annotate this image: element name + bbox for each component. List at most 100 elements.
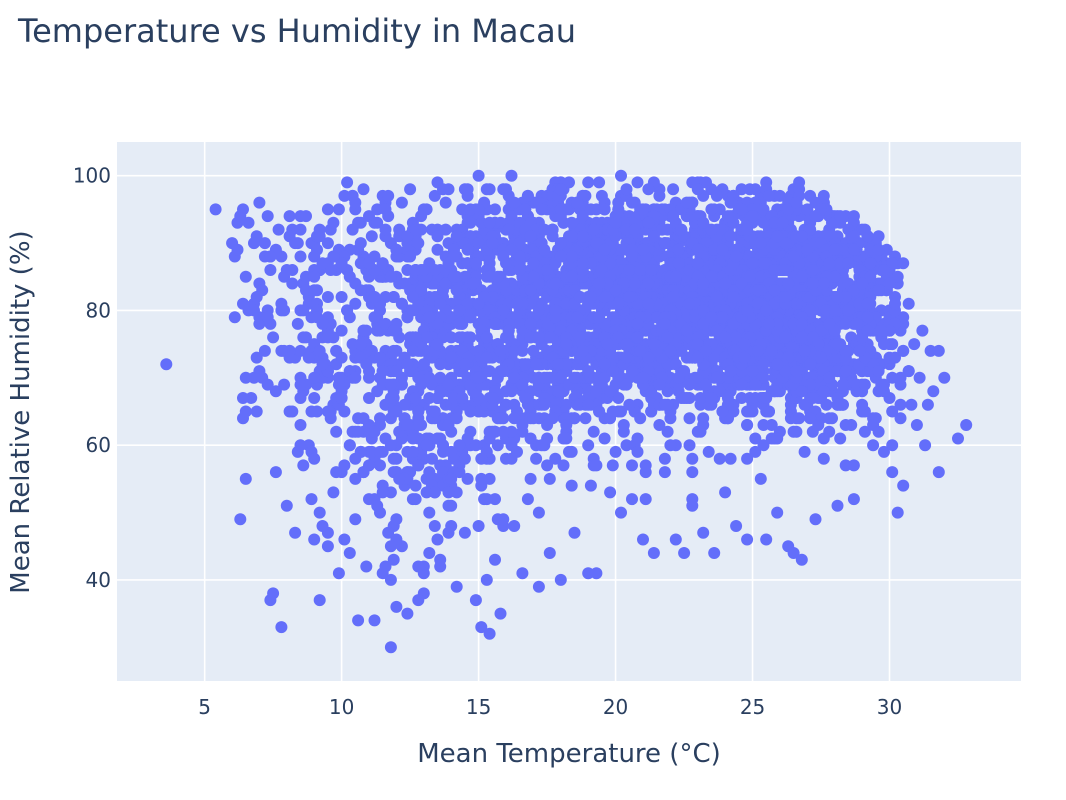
data-point [746,365,759,378]
data-point [705,311,718,324]
data-point [324,264,337,276]
data-point [464,203,477,216]
data-point [401,358,414,371]
data-point [587,425,600,438]
data-point [437,439,449,452]
data-point [642,297,655,310]
data-point [804,378,817,391]
data-point [300,284,312,297]
data-point [338,533,351,546]
data-point [248,237,260,250]
data-point [409,493,422,506]
data-point [250,291,263,303]
data-point [897,257,910,270]
data-point [541,264,554,276]
data-point [412,594,425,607]
data-point [741,405,754,418]
data-point [395,297,408,310]
data-point [415,210,428,223]
data-point [472,520,485,532]
data-point [532,331,545,344]
data-point [239,405,252,418]
data-point [806,392,819,404]
data-point [494,344,507,357]
data-point [724,196,737,209]
data-point [568,371,581,384]
y-tick-label: 80 [86,298,111,322]
data-point [384,486,397,499]
data-point [458,526,471,539]
data-point [527,412,540,425]
data-point [867,439,880,452]
data-point [653,378,666,391]
data-point [620,183,633,196]
data-point [543,472,556,485]
data-point [590,237,603,250]
data-point [741,419,754,431]
data-point [790,365,803,378]
data-point [426,452,438,465]
data-point [278,270,291,283]
data-point [535,439,548,452]
data-point [308,371,321,384]
data-point [582,365,595,378]
data-point [568,526,581,539]
data-point [620,378,633,391]
data-point [667,291,680,303]
data-point [508,344,521,357]
data-point [809,210,822,223]
data-point [308,533,321,546]
data-point [779,264,792,276]
data-point [639,493,652,506]
chart-title: Temperature vs Humidity in Macau [17,12,576,50]
data-point [519,358,532,371]
data-point [398,398,411,411]
data-point [450,412,463,425]
data-point [250,351,263,364]
data-point [321,405,334,418]
data-point [626,196,638,209]
data-point [741,452,754,465]
data-point [497,304,510,317]
data-point [472,297,485,310]
data-point [316,257,329,270]
data-point [831,398,844,411]
data-point [593,311,606,324]
data-point [472,203,485,216]
data-point [442,486,455,499]
data-point [831,291,844,303]
data-point [543,547,556,559]
data-point [798,344,811,357]
data-point [300,270,312,283]
data-point [905,398,918,411]
data-point [368,425,381,438]
data-point [513,250,526,263]
data-point [248,304,260,317]
data-point [574,291,586,303]
data-point [412,405,425,418]
data-point [387,452,400,465]
data-point [598,432,611,445]
data-point [354,284,367,297]
data-point [757,371,770,384]
data-point [683,264,696,276]
y-axis-title: Mean Relative Humidity (%) [6,230,36,593]
data-point [768,284,781,297]
data-point [565,445,578,458]
data-point [719,277,732,290]
data-point [889,351,901,364]
data-point [502,223,515,236]
data-point [519,392,532,404]
data-point [842,257,855,270]
data-point [521,189,534,202]
data-point [823,257,836,270]
data-point [445,351,458,364]
data-point [713,385,726,398]
data-point [710,189,723,202]
data-point [363,459,375,472]
data-point [626,493,638,506]
data-point [409,479,422,492]
data-point [472,237,485,250]
data-point [921,398,934,411]
